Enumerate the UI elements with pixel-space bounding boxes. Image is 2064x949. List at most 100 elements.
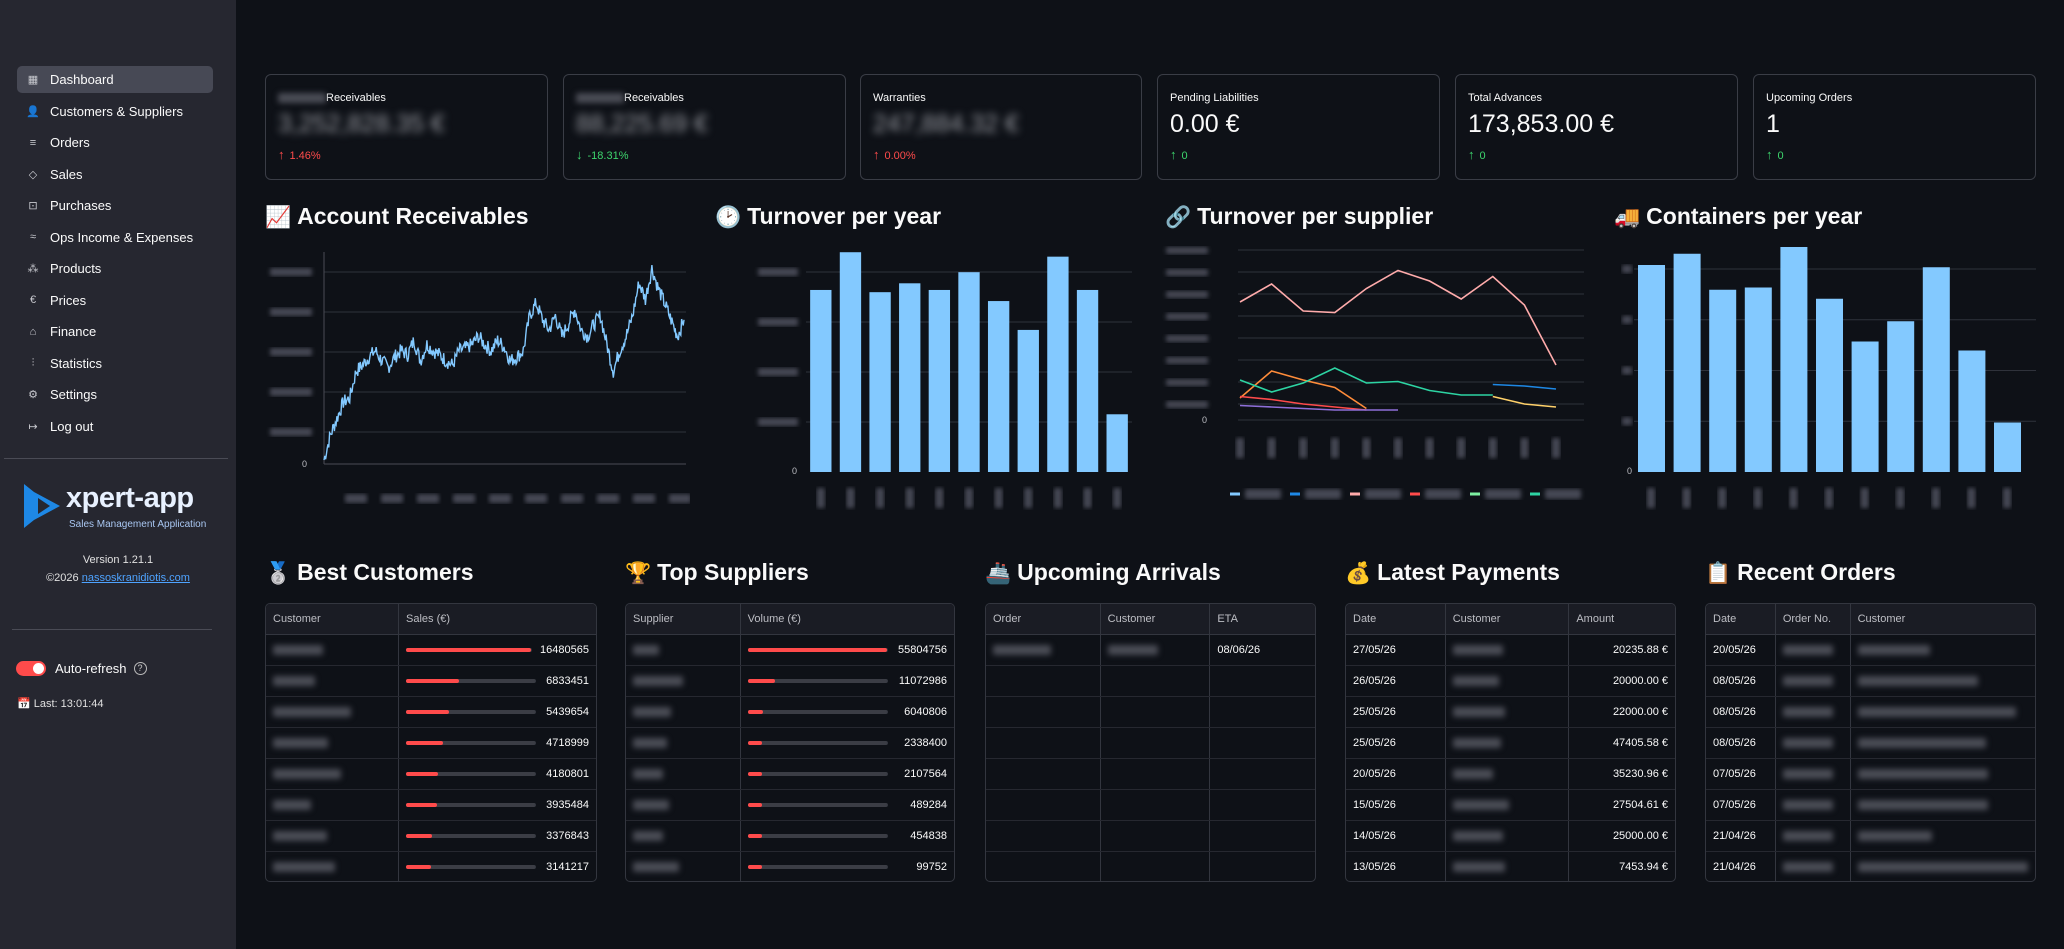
turnover-year-bar[interactable] (839, 252, 862, 472)
table-row[interactable]: 26/05/26 20000.00 € (1346, 666, 1675, 697)
table-row[interactable]: 21/04/26 (1706, 852, 2035, 881)
table-row[interactable]: 489284 (626, 790, 954, 821)
table-row[interactable]: 2338400 (626, 728, 954, 759)
account-receivables-chart[interactable]: 0 (262, 248, 690, 518)
y-tick-hidden (758, 368, 798, 376)
column-header[interactable]: Date (1346, 604, 1446, 634)
turnover-year-bar[interactable] (987, 301, 1010, 472)
table-row[interactable]: 4180801 (266, 759, 596, 790)
turnover-year-bar[interactable] (1076, 289, 1099, 472)
table-row[interactable]: 27/05/26 20235.88 € (1346, 635, 1675, 666)
turnover-year-bar[interactable] (1106, 414, 1128, 472)
table-row[interactable]: 454838 (626, 821, 954, 852)
table-row[interactable]: 21/04/26 (1706, 821, 2035, 852)
column-header[interactable]: ETA (1217, 613, 1238, 625)
containers-year-bar[interactable] (1851, 341, 1879, 473)
column-header[interactable]: Order No. (1776, 604, 1851, 634)
arrow-up-icon: ↑ (1766, 147, 1773, 162)
turnover-per-year-chart[interactable]: 0 (710, 242, 1138, 518)
top-suppliers-table[interactable]: Supplier Volume (€) 55804756 11072986 604080… (625, 603, 955, 882)
best-customers-table[interactable]: Customer Sales (€) 16480565 6833451 5439654 4… (265, 603, 597, 882)
sidebar-nav: ▦ Dashboard 👤 Customers & Suppliers ≡ Orders ◇… (17, 66, 213, 444)
table-row[interactable]: 3376843 (266, 821, 596, 852)
turnover-year-bar[interactable] (869, 292, 891, 472)
column-header[interactable]: Customer (1446, 604, 1570, 634)
table-row[interactable]: 14/05/26 25000.00 € (1346, 821, 1675, 852)
turnover-year-bar[interactable] (958, 272, 980, 472)
table-row[interactable]: 25/05/26 22000.00 € (1346, 697, 1675, 728)
column-header[interactable]: Customer (266, 604, 399, 634)
table-row[interactable]: 25/05/26 47405.58 € (1346, 728, 1675, 759)
table-row[interactable]: 20/05/26 (1706, 635, 2035, 666)
sidebar: ▦ Dashboard 👤 Customers & Suppliers ≡ Orders ◇… (0, 0, 236, 949)
containers-year-bar[interactable] (1994, 422, 2021, 473)
table-row[interactable]: 08/05/26 (1706, 666, 2035, 697)
containers-year-bar[interactable] (1887, 321, 1915, 472)
table-row[interactable]: 08/06/26 (986, 635, 1315, 666)
table-row[interactable]: 08/05/26 (1706, 697, 2035, 728)
table-row[interactable]: 5439654 (266, 697, 596, 728)
sidebar-item-finance[interactable]: ⌂ Finance (17, 318, 213, 345)
table-row[interactable]: 20/05/26 35230.96 € (1346, 759, 1675, 790)
sidebar-item-log-out[interactable]: ↦ Log out (17, 413, 213, 440)
containers-year-bar[interactable] (1744, 287, 1772, 473)
column-header[interactable]: Volume (€) (747, 613, 801, 625)
table-row[interactable]: 15/05/26 27504.61 € (1346, 790, 1675, 821)
sidebar-item-products[interactable]: ⁂ Products (17, 255, 213, 282)
sales-progress-fill (406, 803, 437, 807)
column-header[interactable]: Customer (1101, 604, 1211, 634)
containers-per-year-chart[interactable]: 0 (1610, 242, 2040, 518)
column-header[interactable]: Customer (1857, 613, 1906, 625)
sidebar-item-settings[interactable]: ⚙ Settings (17, 381, 213, 408)
table-row[interactable]: 55804756 (626, 635, 954, 666)
turnover-per-supplier-chart[interactable]: 0 (1160, 242, 1590, 518)
turnover-year-bar[interactable] (899, 283, 921, 472)
containers-year-bar[interactable] (1922, 267, 1950, 472)
column-header[interactable]: Sales (€) (406, 613, 451, 625)
table-row[interactable]: 16480565 (266, 635, 596, 666)
table-row[interactable]: 2107564 (626, 759, 954, 790)
sidebar-item-customers-suppliers[interactable]: 👤 Customers & Suppliers (17, 98, 213, 125)
containers-year-bar[interactable] (1638, 265, 1665, 472)
clock-icon: 🕑 (715, 206, 742, 229)
column-header[interactable]: Date (1706, 604, 1776, 634)
sidebar-item-sales[interactable]: ◇ Sales (17, 161, 213, 188)
x-tick-hidden (965, 488, 973, 508)
table-row[interactable]: 13/05/26 7453.94 € (1346, 852, 1675, 881)
turnover-year-bar[interactable] (928, 289, 951, 472)
upcoming-arrivals-table[interactable]: Order Customer ETA 08/06/26 (985, 603, 1316, 882)
containers-year-bar[interactable] (1816, 298, 1843, 472)
column-header[interactable]: Supplier (626, 604, 741, 634)
turnover-year-bar[interactable] (1017, 329, 1039, 472)
containers-year-bar[interactable] (1958, 350, 1986, 473)
table-row[interactable]: 3141217 (266, 852, 596, 881)
sidebar-item-orders[interactable]: ≡ Orders (17, 129, 213, 156)
table-row[interactable]: 07/05/26 (1706, 759, 2035, 790)
hidden-value (1452, 738, 1501, 748)
help-icon[interactable]: ? (133, 662, 147, 675)
containers-year-bar[interactable] (1673, 253, 1701, 472)
sidebar-item-dashboard[interactable]: ▦ Dashboard (17, 66, 213, 93)
latest-payments-table[interactable]: Date Customer Amount 27/05/26 20235.88 € 26/0… (1345, 603, 1676, 882)
table-row[interactable]: 08/05/26 (1706, 728, 2035, 759)
author-link[interactable]: nassoskranidiotis.com (81, 572, 190, 584)
auto-refresh-toggle[interactable] (16, 661, 46, 676)
containers-year-bar[interactable] (1780, 247, 1808, 472)
table-row[interactable]: 3935484 (266, 790, 596, 821)
table-row[interactable]: 6040806 (626, 697, 954, 728)
table-row[interactable]: 6833451 (266, 666, 596, 697)
sidebar-item-ops-income-expenses[interactable]: ≈ Ops Income & Expenses (17, 224, 213, 251)
containers-year-bar[interactable] (1709, 289, 1737, 472)
table-row[interactable]: 07/05/26 (1706, 790, 2035, 821)
column-header[interactable]: Order (986, 604, 1101, 634)
turnover-year-bar[interactable] (1047, 256, 1069, 472)
sidebar-item-prices[interactable]: € Prices (17, 287, 213, 314)
column-header[interactable]: Amount (1576, 613, 1615, 625)
recent-orders-table[interactable]: Date Order No. Customer 20/05/26 08/05/26 08/… (1705, 603, 2036, 882)
sidebar-item-purchases[interactable]: ⊡ Purchases (17, 192, 213, 219)
table-row[interactable]: 4718999 (266, 728, 596, 759)
sidebar-item-statistics[interactable]: ⫶ Statistics (17, 350, 213, 377)
table-row[interactable]: 99752 (626, 852, 954, 881)
turnover-year-bar[interactable] (810, 289, 832, 472)
table-row[interactable]: 11072986 (626, 666, 954, 697)
